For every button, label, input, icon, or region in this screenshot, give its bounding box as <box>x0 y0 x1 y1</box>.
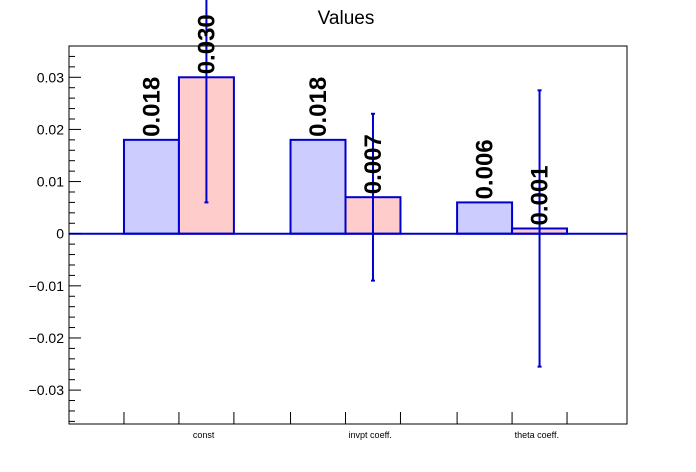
data-label-series1-3: 0.006 <box>472 139 499 199</box>
y-tick-label: −0.03 <box>29 382 65 398</box>
x-category-label: const <box>193 430 215 440</box>
bars-layer <box>122 76 569 235</box>
y-tick-label: 0.01 <box>37 174 64 190</box>
data-label-series2-2: 0.007 <box>360 134 387 194</box>
bar-series1-1 <box>122 138 180 235</box>
y-tick-label: 0.03 <box>37 69 64 85</box>
data-label-series1-2: 0.018 <box>305 77 332 137</box>
bar-series1-2 <box>289 138 347 235</box>
data-label-series1-1: 0.018 <box>138 77 165 137</box>
y-tick-label: 0.02 <box>37 121 64 137</box>
axes-layer: −0.03 −0.02 −0.01 0 0.01 0.02 0.03 const invpt c… <box>29 45 628 440</box>
x-category-label: theta coeff. <box>515 430 559 440</box>
bar-series1-3 <box>456 201 514 235</box>
error-bars-layer <box>204 0 542 368</box>
data-label-series2-1: 0.030 <box>193 14 220 74</box>
plot-frame <box>68 45 628 425</box>
y-tick-label: −0.02 <box>29 330 65 346</box>
y-tick-label: 0 <box>56 226 64 242</box>
data-labels-layer: 0.018 0.018 0.006 0.030 0.007 0.001 <box>138 14 553 225</box>
y-tick-label: −0.01 <box>29 278 65 294</box>
chart-title: Values <box>318 8 375 29</box>
x-category-label: invpt coeff. <box>349 430 392 440</box>
data-label-series2-3: 0.001 <box>527 165 554 225</box>
